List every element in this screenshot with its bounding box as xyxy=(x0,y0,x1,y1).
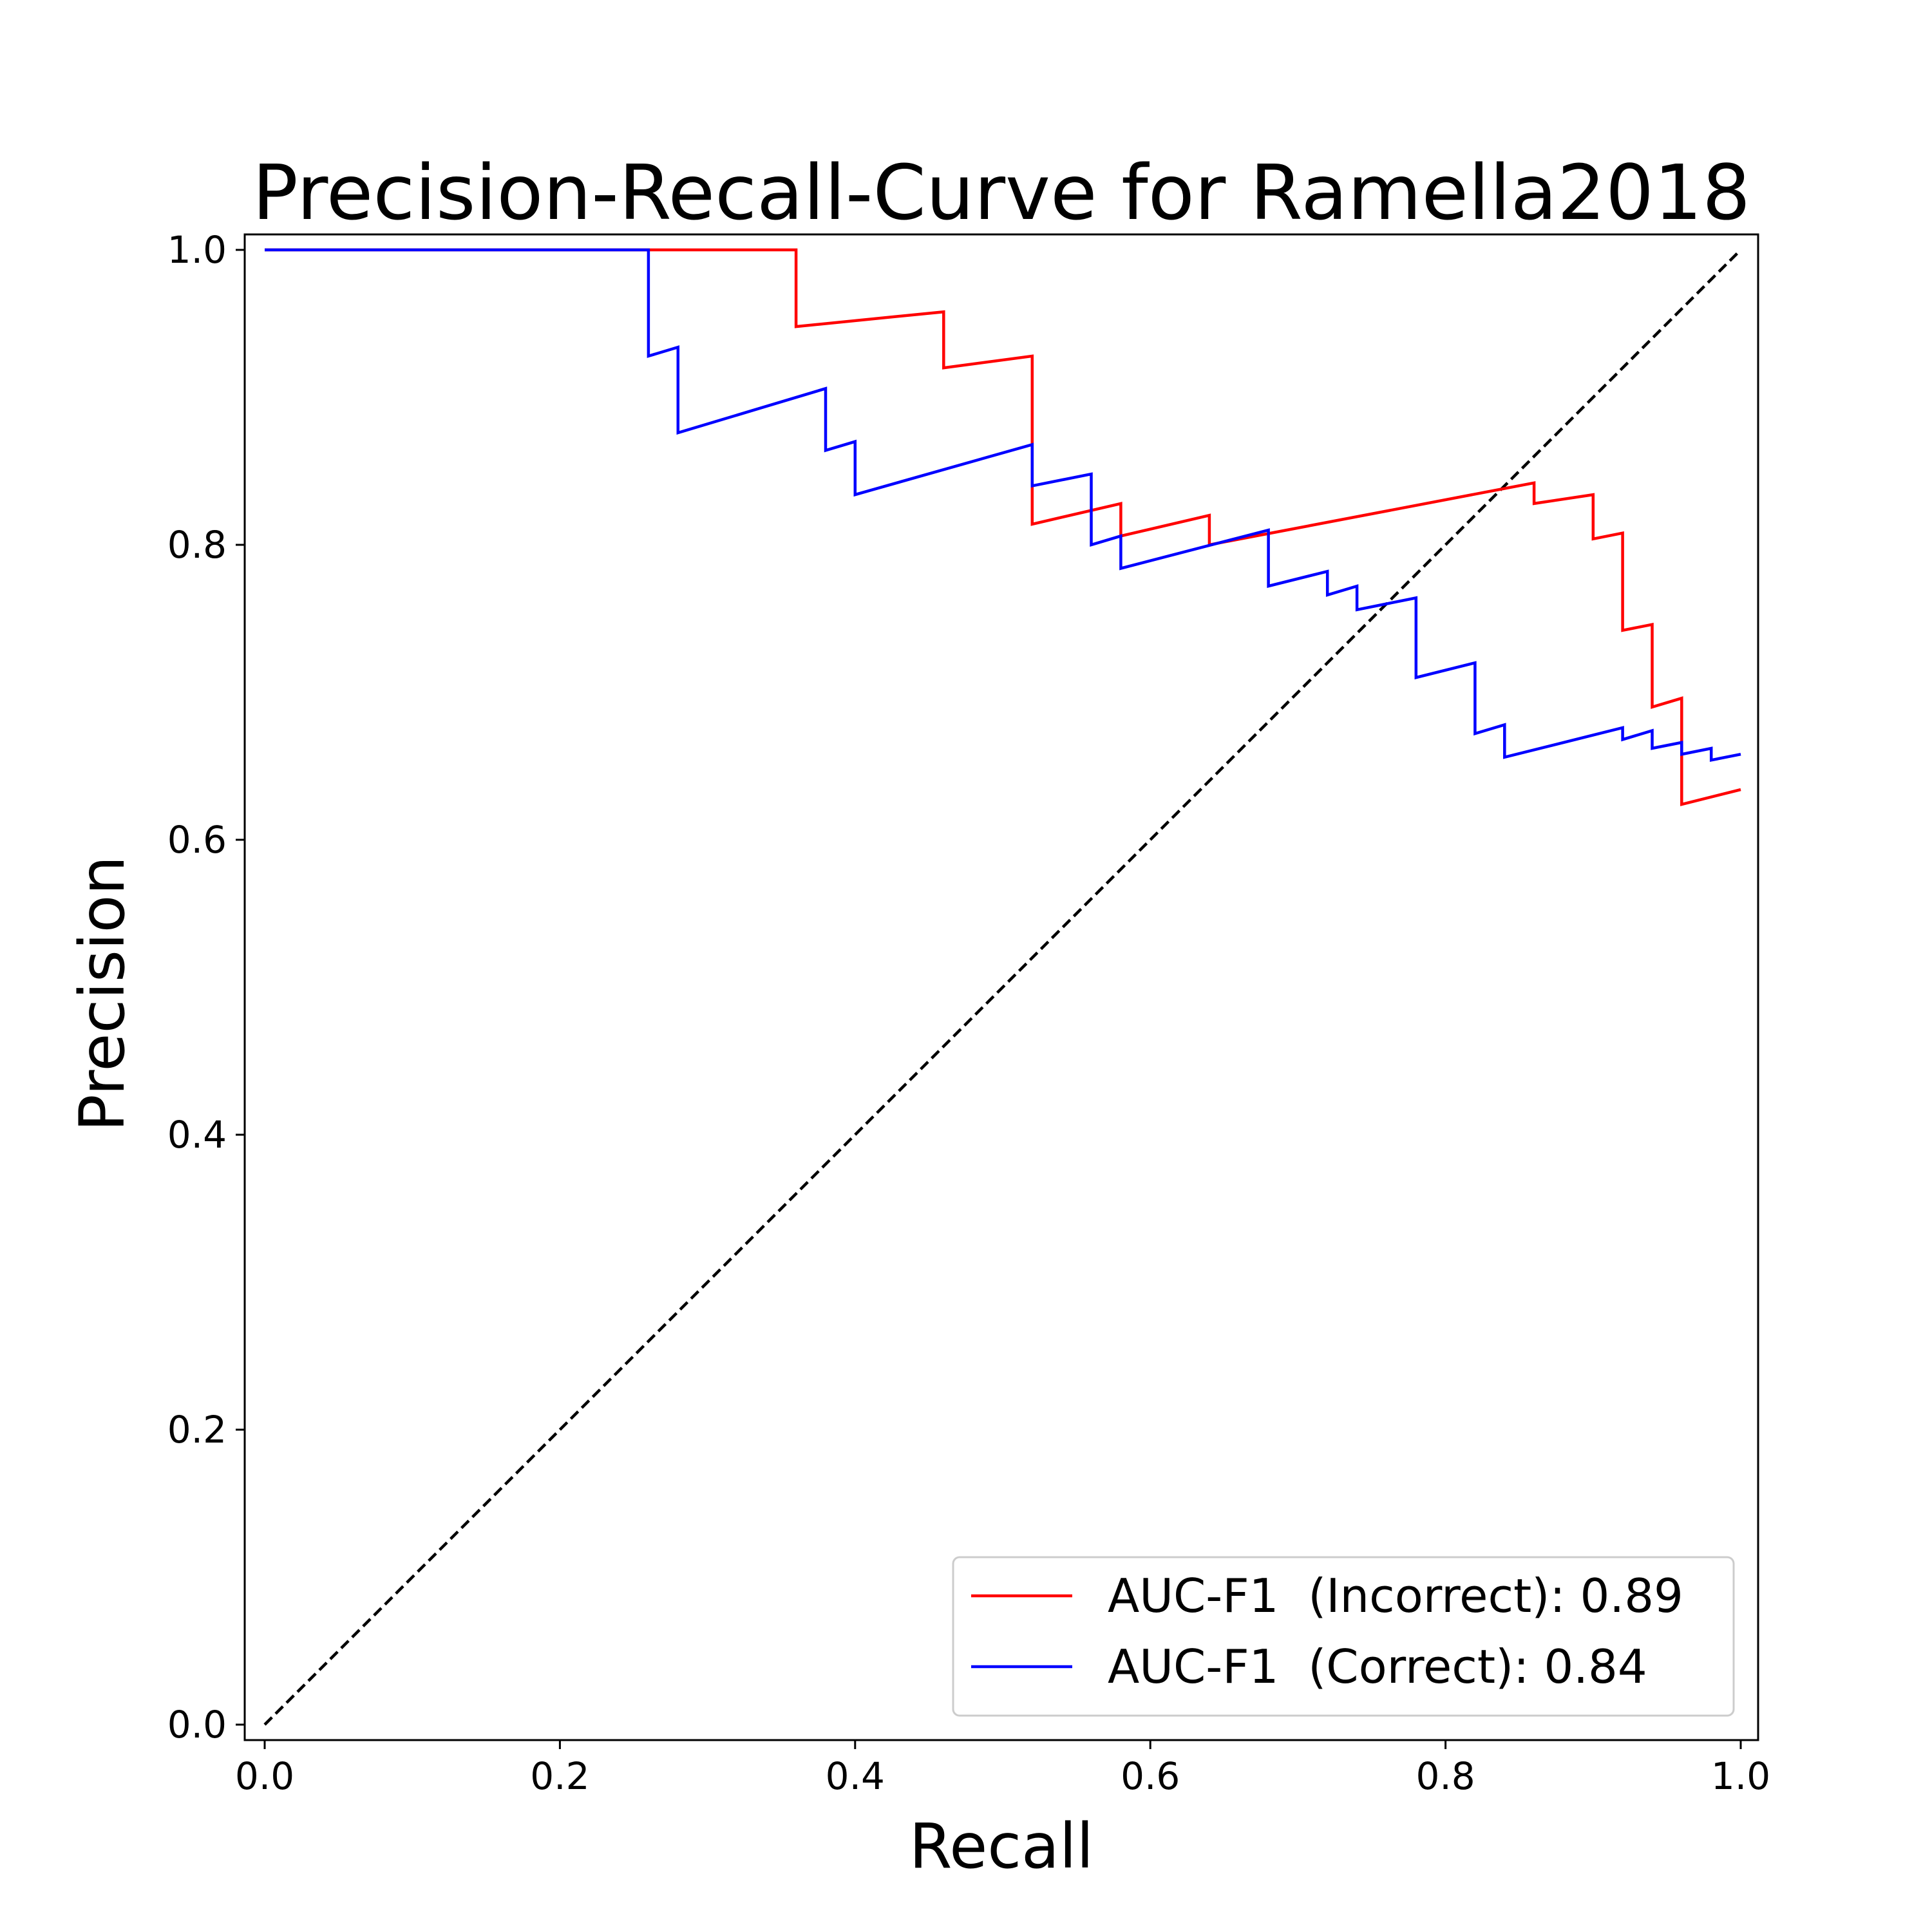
y-tick-label: 0.4 xyxy=(167,1113,227,1157)
x-tick-label: 1.0 xyxy=(1711,1754,1770,1798)
x-axis-label: Recall xyxy=(909,1810,1094,1882)
y-tick-label: 0.6 xyxy=(167,818,227,862)
plot-frame xyxy=(243,233,1759,1741)
x-tick-label: 0.6 xyxy=(1121,1754,1180,1798)
series-layer xyxy=(263,248,1742,1726)
ticks-layer: 0.0 0.2 0.4 0.6 0.8 1.0 0.0 0.2 0.4 0.6 0.8 1.0 xyxy=(167,228,1770,1798)
x-tick-label: 0.4 xyxy=(826,1754,885,1798)
legend: AUC-F1 (Incorrect): 0.89 AUC-F1 (Correct… xyxy=(952,1556,1735,1717)
correct-curve xyxy=(265,248,1741,762)
legend-box xyxy=(952,1556,1735,1717)
y-tick-label: 1.0 xyxy=(167,228,227,272)
diagonal-reference-line xyxy=(263,249,1742,1726)
x-tick-label: 0.0 xyxy=(235,1754,294,1798)
x-tick-label: 0.8 xyxy=(1416,1754,1475,1798)
y-tick-label: 0.2 xyxy=(167,1408,227,1452)
incorrect-curve xyxy=(265,248,1741,806)
y-tick-label: 0.8 xyxy=(167,523,227,567)
y-axis-label: Precision xyxy=(66,856,138,1132)
chart-title: Precision-Recall-Curve for Ramella2018 xyxy=(252,148,1751,237)
legend-label-incorrect: AUC-F1 (Incorrect): 0.89 xyxy=(1108,1569,1683,1623)
x-tick-label: 0.2 xyxy=(530,1754,589,1798)
y-tick-label: 0.0 xyxy=(167,1703,227,1747)
legend-label-correct: AUC-F1 (Correct): 0.84 xyxy=(1108,1640,1647,1694)
